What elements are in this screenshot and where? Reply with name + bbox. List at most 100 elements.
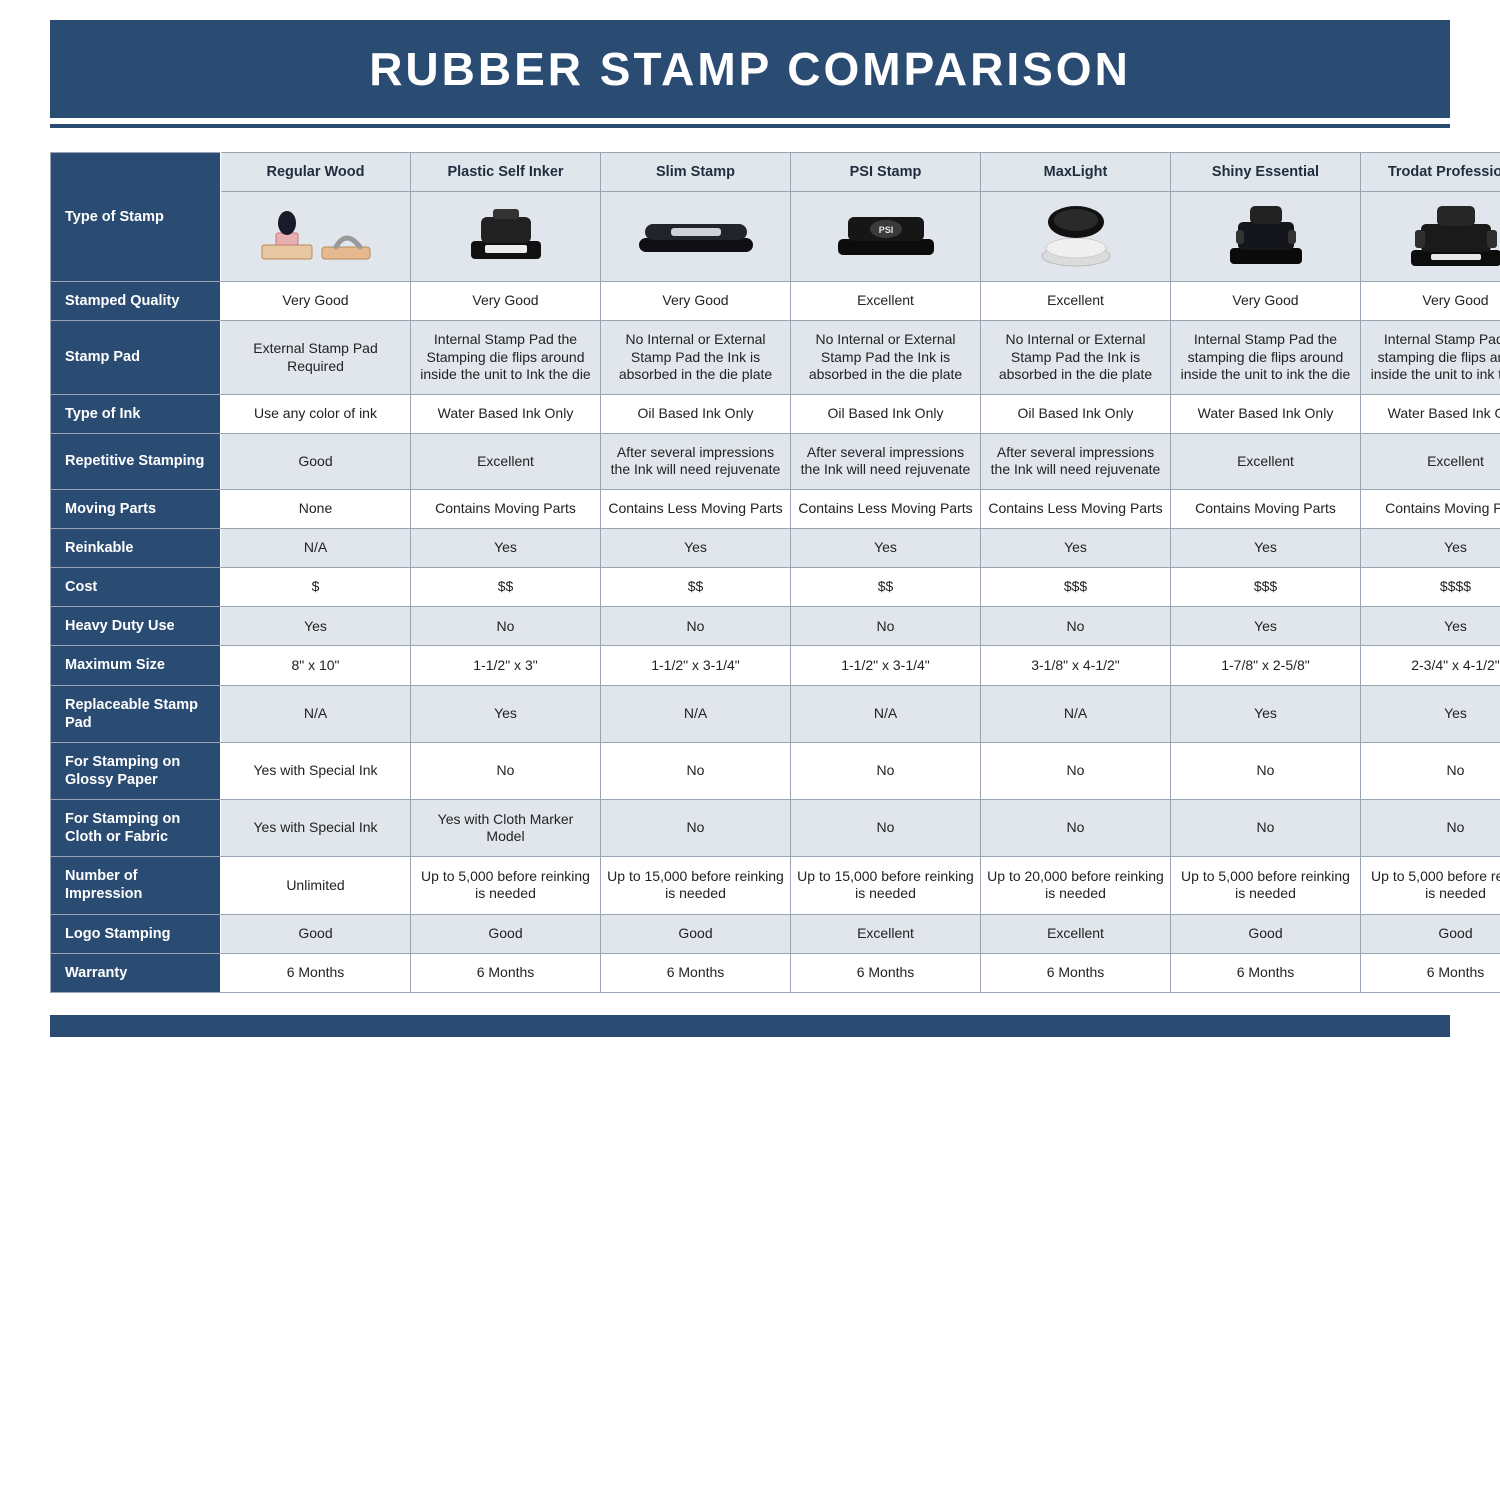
column-header-row: Type of Stamp Regular Wood Plastic Self …	[51, 153, 1500, 192]
table-cell: Very Good	[1171, 282, 1361, 321]
table-cell: No	[791, 607, 981, 646]
table-cell: $$	[411, 568, 601, 607]
table-cell: 6 Months	[411, 953, 601, 992]
stamp-thumb-slim-stamp	[601, 192, 791, 282]
table-cell: Oil Based Ink Only	[791, 394, 981, 433]
table-cell: Excellent	[1361, 433, 1500, 489]
table-cell: No Internal or External Stamp Pad the In…	[601, 321, 791, 395]
table-cell: Contains Moving Parts	[1171, 489, 1361, 528]
table-body: Stamped QualityVery GoodVery GoodVery Go…	[51, 282, 1500, 993]
title-underline	[50, 124, 1450, 128]
table-cell: Excellent	[1171, 433, 1361, 489]
table-cell: Up to 5,000 before reinking is needed	[411, 857, 601, 914]
table-cell: 1-7/8" x 2-5/8"	[1171, 646, 1361, 685]
table-cell: 6 Months	[1171, 953, 1361, 992]
table-cell: Yes with Cloth Marker Model	[411, 800, 601, 857]
row-header: Reinkable	[51, 529, 221, 568]
table-cell: Yes	[411, 685, 601, 742]
svg-text:PSI: PSI	[878, 225, 893, 235]
row-header: For Stamping on Cloth or Fabric	[51, 800, 221, 857]
row-header: Type of Ink	[51, 394, 221, 433]
table-cell: Very Good	[411, 282, 601, 321]
table-cell: Yes	[1361, 607, 1500, 646]
table-cell: Good	[1171, 914, 1361, 953]
table-row: For Stamping on Glossy PaperYes with Spe…	[51, 742, 1500, 799]
table-cell: N/A	[791, 685, 981, 742]
table-cell: 6 Months	[601, 953, 791, 992]
row-header: Moving Parts	[51, 489, 221, 528]
table-cell: Yes	[1361, 685, 1500, 742]
page: RUBBER STAMP COMPARISON Type of Stamp Re…	[0, 0, 1500, 1037]
table-cell: External Stamp Pad Required	[221, 321, 411, 395]
col-header: Regular Wood	[221, 153, 411, 192]
table-row: For Stamping on Cloth or FabricYes with …	[51, 800, 1500, 857]
row-header: Maximum Size	[51, 646, 221, 685]
table-cell: Yes	[1171, 529, 1361, 568]
row-header: Stamped Quality	[51, 282, 221, 321]
table-cell: N/A	[221, 529, 411, 568]
table-cell: No	[1361, 800, 1500, 857]
self-inker-icon	[451, 205, 561, 265]
table-cell: Contains Less Moving Parts	[791, 489, 981, 528]
table-cell: Up to 5,000 before reinking is needed	[1361, 857, 1500, 914]
table-cell: No	[411, 607, 601, 646]
table-cell: No	[1171, 742, 1361, 799]
table-cell: None	[221, 489, 411, 528]
table-row: Warranty6 Months6 Months6 Months6 Months…	[51, 953, 1500, 992]
table-cell: No	[411, 742, 601, 799]
slim-stamp-icon	[631, 210, 761, 260]
comparison-table: Type of Stamp Regular Wood Plastic Self …	[50, 152, 1500, 993]
table-cell: No	[601, 607, 791, 646]
table-cell: Yes	[791, 529, 981, 568]
thumbnail-row: PSI	[51, 192, 1500, 282]
table-cell: Good	[221, 433, 411, 489]
table-cell: Good	[411, 914, 601, 953]
row-header: Replaceable Stamp Pad	[51, 685, 221, 742]
page-title: RUBBER STAMP COMPARISON	[50, 20, 1450, 118]
table-cell: Yes	[411, 529, 601, 568]
table-row: Repetitive StampingGoodExcellentAfter se…	[51, 433, 1500, 489]
row-header: Repetitive Stamping	[51, 433, 221, 489]
table-cell: Yes with Special Ink	[221, 800, 411, 857]
table-cell: No Internal or External Stamp Pad the In…	[791, 321, 981, 395]
col-header: Slim Stamp	[601, 153, 791, 192]
row-header: Heavy Duty Use	[51, 607, 221, 646]
table-row: Stamp PadExternal Stamp Pad RequiredInte…	[51, 321, 1500, 395]
table-cell: No	[981, 742, 1171, 799]
table-cell: Excellent	[791, 914, 981, 953]
table-cell: Excellent	[981, 914, 1171, 953]
row-header-type-of-stamp: Type of Stamp	[51, 153, 221, 282]
stamp-thumb-plastic-self-inker	[411, 192, 601, 282]
table-cell: Yes	[981, 529, 1171, 568]
table-cell: No	[981, 800, 1171, 857]
table-cell: Good	[601, 914, 791, 953]
table-cell: N/A	[601, 685, 791, 742]
table-cell: N/A	[981, 685, 1171, 742]
table-cell: $$	[791, 568, 981, 607]
table-cell: 1-1/2" x 3"	[411, 646, 601, 685]
table-cell: Internal Stamp Pad the stamping die flip…	[1361, 321, 1500, 395]
table-cell: Water Based Ink Only	[411, 394, 601, 433]
table-row: Replaceable Stamp PadN/AYesN/AN/AN/AYesY…	[51, 685, 1500, 742]
row-header: Logo Stamping	[51, 914, 221, 953]
table-cell: Excellent	[791, 282, 981, 321]
table-cell: Up to 15,000 before reinking is needed	[601, 857, 791, 914]
table-cell: Internal Stamp Pad the stamping die flip…	[1171, 321, 1361, 395]
wood-stamp-icon	[256, 205, 376, 265]
table-cell: 2-3/4" x 4-1/2"	[1361, 646, 1500, 685]
table-cell: Yes	[601, 529, 791, 568]
table-row: Maximum Size8" x 10"1-1/2" x 3"1-1/2" x …	[51, 646, 1500, 685]
stamp-thumb-shiny-essential	[1171, 192, 1361, 282]
table-cell: Up to 20,000 before reinking is needed	[981, 857, 1171, 914]
trodat-professional-icon	[1401, 200, 1500, 270]
table-cell: 6 Months	[221, 953, 411, 992]
table-cell: No	[791, 742, 981, 799]
table-cell: Contains Moving Parts	[1361, 489, 1500, 528]
row-header: For Stamping on Glossy Paper	[51, 742, 221, 799]
table-cell: $$	[601, 568, 791, 607]
table-row: Logo StampingGoodGoodGoodExcellentExcell…	[51, 914, 1500, 953]
table-cell: N/A	[221, 685, 411, 742]
table-cell: 8" x 10"	[221, 646, 411, 685]
table-cell: 6 Months	[981, 953, 1171, 992]
table-cell: Oil Based Ink Only	[601, 394, 791, 433]
